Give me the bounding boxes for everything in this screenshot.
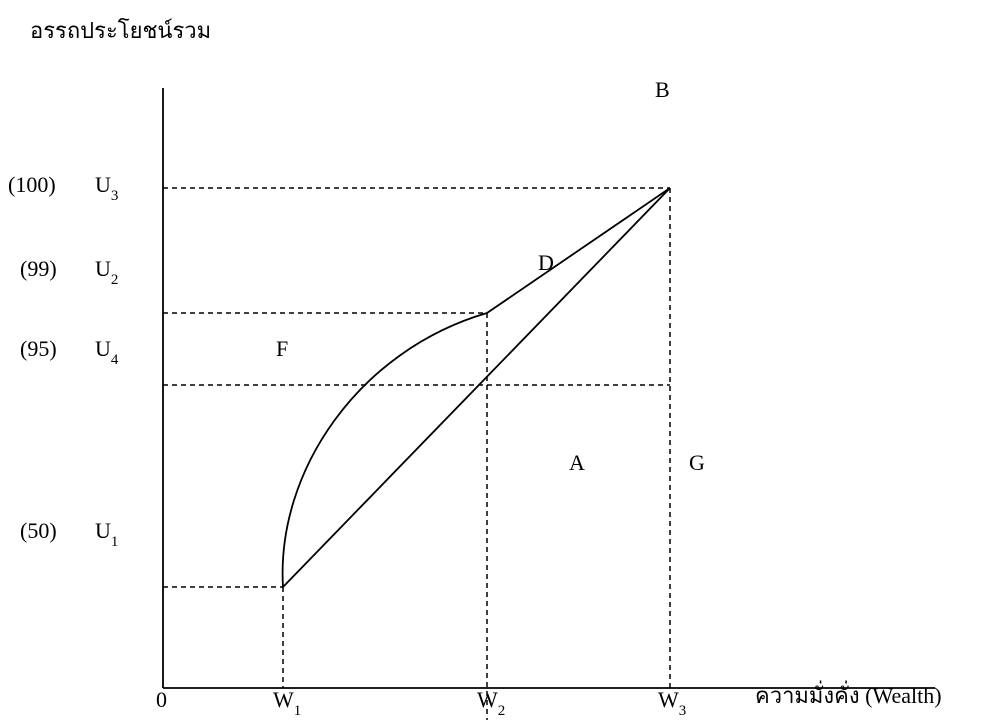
diagram: อรรถประโยชน์รวม (100) U3 (99) U2 (95) U4… (0, 0, 997, 720)
y-symbol: U4 (95, 336, 119, 368)
chord-line (283, 188, 670, 587)
y-value: (100) (8, 172, 56, 197)
x-labels: 0 W1 W2 W3 ความมั่งคั่ง (Wealth) (156, 680, 942, 719)
x-symbol: W2 (477, 687, 505, 719)
y-symbol: U2 (95, 256, 118, 288)
y-value: (99) (20, 256, 57, 281)
utility-segment (487, 188, 670, 313)
y-value: (95) (20, 336, 57, 361)
origin-label: 0 (156, 687, 167, 712)
utility-curve (283, 313, 487, 587)
point-label: B (655, 77, 670, 102)
point-label: G (689, 450, 705, 475)
x-symbol: W3 (658, 687, 686, 719)
y-symbol: U1 (95, 518, 118, 550)
point-label: A (569, 450, 585, 475)
y-labels: (100) U3 (99) U2 (95) U4 (50) U1 (8, 172, 119, 550)
guides (163, 188, 670, 720)
point-labels: B D F A G (276, 77, 705, 475)
y-symbol: U3 (95, 172, 118, 204)
y-axis-title: อรรถประโยชน์รวม (30, 18, 211, 43)
x-symbol: W1 (273, 687, 301, 719)
point-label: D (538, 250, 554, 275)
point-label: F (276, 336, 288, 361)
x-axis-title: ความมั่งคั่ง (Wealth) (755, 680, 942, 708)
y-value: (50) (20, 518, 57, 543)
